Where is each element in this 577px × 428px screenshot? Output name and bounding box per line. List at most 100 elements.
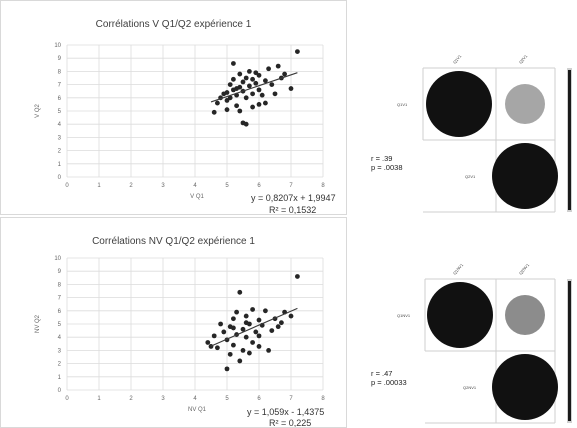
col-label: Q2V1 [518, 53, 529, 65]
x-tick-label: 7 [289, 396, 293, 402]
data-point [263, 308, 268, 314]
data-point [253, 70, 259, 76]
stat-text: r = .39 p = .0038 [371, 154, 403, 172]
data-point [247, 69, 252, 74]
y-tick-label: 6 [58, 309, 62, 315]
data-point [253, 329, 259, 335]
data-point [231, 325, 236, 331]
y-tick-label: 9 [58, 56, 62, 62]
data-point [237, 358, 243, 364]
y-tick-label: 10 [54, 43, 61, 49]
data-point [279, 320, 284, 326]
y-tick-label: 0 [58, 388, 62, 394]
data-point [227, 82, 233, 87]
data-point [234, 86, 240, 91]
trendline [210, 307, 298, 347]
r-value: r = .47 [371, 369, 393, 378]
x-tick-label: 4 [193, 396, 197, 402]
data-point [243, 313, 249, 319]
y-tick-label: 7 [58, 83, 62, 89]
data-point [282, 71, 287, 77]
y-tick-label: 2 [58, 149, 62, 155]
data-point [253, 80, 259, 86]
data-point [227, 95, 233, 101]
p-value: p = .0038 [371, 163, 403, 172]
data-point [237, 108, 243, 114]
corr-cell-strong [492, 354, 558, 420]
x-tick-label: 0 [65, 183, 69, 189]
row-label: Q2NV1 [463, 385, 477, 390]
data-point [237, 289, 243, 295]
x-tick-label: 6 [257, 396, 261, 402]
corr-cell-strong [426, 71, 492, 137]
data-point [256, 344, 262, 349]
correlogram-v: Q1V1 Q2V1 Q1V1 Q2V1 r = .39 p = .0038 [347, 0, 577, 215]
data-point [269, 328, 275, 333]
data-point [240, 79, 246, 85]
x-axis-label: V Q1 [190, 194, 204, 200]
data-point [250, 91, 256, 97]
chart-panel-v: Corrélations V Q1/Q2 expérience 1 0 1 2 3 4 5… [0, 0, 347, 215]
col-label: Q1NV1 [452, 262, 465, 276]
data-point [256, 72, 262, 78]
data-point [231, 316, 236, 322]
chart-panel-nv: Corrélations NV Q1/Q2 expérience 1 0 1 2 3 4… [0, 217, 347, 428]
trendline-equation: y = 0,8207x + 1,9947 [251, 193, 336, 203]
p-value: p = .00033 [371, 378, 407, 387]
data-point [250, 104, 256, 110]
y-tick-label: 6 [58, 96, 62, 102]
y-tick-label: 5 [58, 109, 62, 115]
y-tick-label: 3 [58, 135, 62, 141]
data-point [263, 100, 268, 106]
corr-cell-weak [505, 84, 545, 124]
x-tick-label: 3 [161, 183, 165, 189]
correlogram-nv: Q1NV1 Q2NV1 Q1NV1 Q2NV1 r = .47 p = .000… [347, 217, 577, 428]
data-point [256, 87, 262, 93]
data-point [266, 66, 271, 72]
data-point [272, 91, 278, 97]
x-tick-label: 0 [65, 396, 69, 402]
data-point [243, 121, 249, 127]
data-point [243, 334, 249, 340]
data-point [224, 98, 230, 103]
x-tick-label: 8 [321, 183, 325, 189]
data-point [256, 333, 262, 339]
y-tick-label: 2 [58, 362, 62, 368]
data-point [240, 348, 246, 353]
row-label: Q1V1 [397, 102, 408, 107]
x-tick-label: 2 [129, 183, 133, 189]
data-point [263, 78, 268, 84]
y-tick-label: 9 [58, 269, 62, 275]
correlogram-grid: Q1V1 Q2V1 Q1V1 Q2V1 [397, 53, 572, 213]
r-squared-label: R² = 0,225 [269, 418, 311, 427]
data-point [224, 366, 230, 372]
chart-title: Corrélations NV Q1/Q2 expérience 1 [92, 236, 255, 247]
x-tick-label: 5 [225, 183, 229, 189]
data-point [288, 86, 294, 91]
data-point [211, 333, 217, 339]
col-label: Q2NV1 [518, 262, 531, 276]
data-point [247, 83, 252, 89]
y-tick-label: 1 [58, 375, 62, 381]
data-point [295, 274, 300, 279]
trendline [210, 72, 298, 103]
data-point [224, 90, 230, 95]
data-point [205, 340, 211, 345]
data-point [221, 329, 227, 335]
y-tick-label: 8 [58, 69, 62, 75]
x-tick-label: 5 [225, 396, 229, 402]
correlogram-grid: Q1NV1 Q2NV1 Q1NV1 Q2NV1 [397, 262, 572, 424]
data-point [243, 320, 249, 326]
data-point [224, 107, 230, 113]
data-point [237, 71, 243, 77]
y-tick-label: 3 [58, 348, 62, 354]
y-tick-label: 0 [58, 175, 62, 181]
y-tick-label: 5 [58, 322, 62, 328]
scatter-plot-v: 0 1 2 3 4 5 6 7 8 9 10 0 1 2 3 4 5 6 7 8 V Q1 V Q2 y = 0,8207x… [35, 43, 336, 214]
data-point [234, 309, 240, 315]
data-point [218, 321, 224, 327]
y-tick-label: 1 [58, 162, 62, 168]
data-point [256, 317, 262, 323]
x-axis-label: NV Q1 [188, 407, 207, 413]
r-squared-label: R² = 0,1532 [269, 205, 316, 214]
